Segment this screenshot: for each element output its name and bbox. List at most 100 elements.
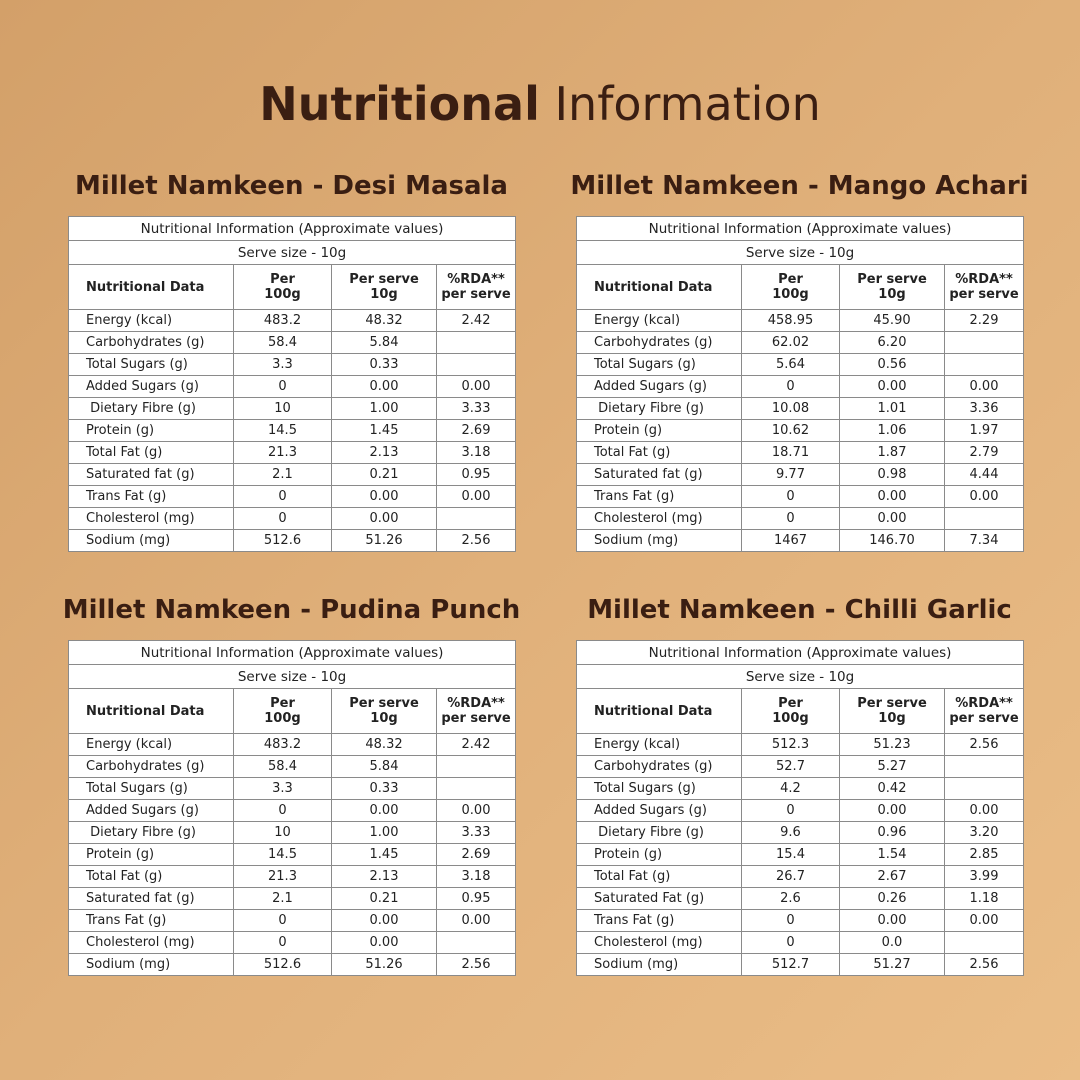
nutrient-value: 51.26	[331, 953, 437, 976]
nutrient-name: Cholesterol (mg)	[576, 931, 742, 954]
table-caption: Nutritional Information (Approximate val…	[575, 216, 1025, 241]
nutrient-value: 0.56	[839, 353, 945, 376]
nutrient-row: Trans Fat (g) 0 0.00 0.00	[68, 485, 517, 508]
nutrient-value: 512.3	[741, 733, 840, 756]
nutrient-value: 0	[233, 799, 332, 822]
nutrient-value: 0.00	[331, 485, 437, 508]
nutrient-value: 0	[741, 799, 840, 822]
nutrient-value: 0.26	[839, 887, 945, 910]
nutrient-name: Cholesterol (mg)	[576, 507, 742, 530]
column-header: Per 100g	[233, 688, 332, 734]
nutrient-value: 458.95	[741, 309, 840, 332]
nutrient-name: Sodium (mg)	[68, 953, 234, 976]
nutrient-name: Carbohydrates (g)	[576, 331, 742, 354]
nutrient-value: 5.64	[741, 353, 840, 376]
nutrient-row: Total Sugars (g) 4.2 0.42	[576, 777, 1025, 800]
nutrient-value: 51.26	[331, 529, 437, 552]
nutrient-value: 146.70	[839, 529, 945, 552]
nutrient-value: 0.00	[331, 375, 437, 398]
nutrient-name: Total Fat (g)	[68, 865, 234, 888]
nutrient-name: Saturated fat (g)	[68, 463, 234, 486]
column-header: Nutritional Data	[68, 264, 234, 310]
nutrient-name: Energy (kcal)	[68, 309, 234, 332]
nutrient-row: Sodium (mg) 512.6 51.26 2.56	[68, 529, 517, 552]
column-header: Nutritional Data	[576, 264, 742, 310]
nutrition-table: Nutritional Information (Approximate val…	[575, 640, 1025, 976]
nutrient-value: 2.85	[943, 843, 1025, 866]
caption-row: Nutritional Information (Approximate val…	[575, 640, 1025, 665]
nutrient-value: 0	[741, 507, 840, 530]
column-header: Per serve 10g	[331, 264, 437, 310]
nutrient-value: 2.67	[839, 865, 945, 888]
nutrient-value: 0.21	[331, 463, 437, 486]
nutrition-panel: Millet Namkeen - Pudina Punch Nutritional…	[63, 590, 520, 976]
nutrient-value: 14.5	[233, 419, 332, 442]
header-row: Nutritional Data Per 100g Per serve 10g %RD…	[68, 264, 517, 310]
nutrient-name: Sodium (mg)	[576, 953, 742, 976]
nutrient-value: 0.00	[435, 485, 517, 508]
nutrient-row: Energy (kcal) 483.2 48.32 2.42	[68, 309, 517, 332]
nutrient-value: 0.00	[839, 485, 945, 508]
panel-heading: Millet Namkeen - Mango Achari	[570, 171, 1029, 201]
panel-heading: Millet Namkeen - Desi Masala	[75, 171, 508, 201]
nutrient-value: 15.4	[741, 843, 840, 866]
column-header: Per 100g	[741, 688, 840, 734]
nutrient-name: Energy (kcal)	[576, 309, 742, 332]
nutrient-row: Trans Fat (g) 0 0.00 0.00	[576, 485, 1025, 508]
nutrient-row: Total Fat (g) 21.3 2.13 3.18	[68, 865, 517, 888]
nutrient-row: Total Fat (g) 26.7 2.67 3.99	[576, 865, 1025, 888]
nutrient-name: Saturated fat (g)	[68, 887, 234, 910]
column-header: %RDA** per serve	[435, 264, 517, 310]
nutrient-value: 62.02	[741, 331, 840, 354]
nutrient-name: Sodium (mg)	[576, 529, 742, 552]
nutrient-row: Energy (kcal) 458.95 45.90 2.29	[576, 309, 1025, 332]
nutrient-value: 9.77	[741, 463, 840, 486]
nutrient-value: 5.84	[331, 755, 437, 778]
nutrient-value: 3.99	[943, 865, 1025, 888]
nutrient-name: Total Sugars (g)	[576, 777, 742, 800]
column-header: Per serve 10g	[839, 688, 945, 734]
nutrient-value: 0.00	[435, 375, 517, 398]
nutrient-row: Dietary Fibre (g) 9.6 0.96 3.20	[576, 821, 1025, 844]
nutrient-value: 0	[233, 909, 332, 932]
header-row: Nutritional Data Per 100g Per serve 10g %RD…	[576, 688, 1025, 734]
nutrition-panel: Millet Namkeen - Desi Masala Nutritional …	[67, 166, 517, 552]
nutrition-table: Nutritional Information (Approximate val…	[575, 216, 1025, 552]
nutrient-value: 0.00	[331, 507, 437, 530]
nutrient-value: 1.00	[331, 821, 437, 844]
nutrient-value: 0.42	[839, 777, 945, 800]
nutrient-name: Trans Fat (g)	[576, 909, 742, 932]
nutrient-name: Total Sugars (g)	[68, 353, 234, 376]
nutrient-row: Cholesterol (mg) 0 0.0	[576, 931, 1025, 954]
nutrient-value: 2.56	[943, 953, 1025, 976]
nutrient-name: Added Sugars (g)	[68, 799, 234, 822]
serve-size: Serve size - 10g	[575, 664, 1025, 689]
nutrient-value: 0.00	[943, 799, 1025, 822]
nutrient-name: Total Fat (g)	[68, 441, 234, 464]
nutrient-value: 1467	[741, 529, 840, 552]
nutrient-name: Sodium (mg)	[68, 529, 234, 552]
nutrient-name: Carbohydrates (g)	[68, 755, 234, 778]
nutrient-row: Total Fat (g) 18.71 1.87 2.79	[576, 441, 1025, 464]
nutrient-row: Dietary Fibre (g) 10 1.00 3.33	[68, 397, 517, 420]
nutrient-value: 2.56	[943, 733, 1025, 756]
serve-size: Serve size - 10g	[67, 664, 517, 689]
nutrient-row: Carbohydrates (g) 52.7 5.27	[576, 755, 1025, 778]
nutrient-value: 21.3	[233, 441, 332, 464]
nutrient-value: 51.27	[839, 953, 945, 976]
nutrient-value: 2.56	[435, 529, 517, 552]
nutrient-value: 1.54	[839, 843, 945, 866]
nutrient-value: 0.00	[331, 799, 437, 822]
nutrient-row: Saturated Fat (g) 2.6 0.26 1.18	[576, 887, 1025, 910]
nutrient-value: 18.71	[741, 441, 840, 464]
nutrient-value: 0.00	[435, 799, 517, 822]
nutrient-value: 1.00	[331, 397, 437, 420]
nutrient-row: Energy (kcal) 483.2 48.32 2.42	[68, 733, 517, 756]
nutrient-name: Added Sugars (g)	[68, 375, 234, 398]
serve-row: Serve size - 10g	[575, 240, 1025, 265]
column-header: Per serve 10g	[331, 688, 437, 734]
nutrient-value: 52.7	[741, 755, 840, 778]
nutrient-name: Added Sugars (g)	[576, 799, 742, 822]
nutrient-value	[943, 331, 1025, 354]
nutrient-value: 0	[233, 485, 332, 508]
